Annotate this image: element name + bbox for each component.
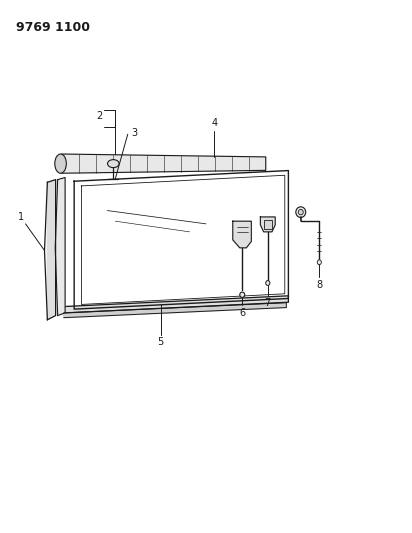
Text: 7: 7 [265,298,271,309]
Polygon shape [66,296,288,313]
Text: 4: 4 [212,118,218,128]
Text: 9769 1100: 9769 1100 [16,21,91,34]
Text: 6: 6 [239,308,245,318]
Text: 2: 2 [96,111,102,121]
Polygon shape [233,221,251,248]
Ellipse shape [317,260,321,265]
Ellipse shape [296,207,306,217]
Ellipse shape [298,209,303,215]
Ellipse shape [108,160,119,168]
Bar [264,220,272,229]
Text: 1: 1 [18,212,24,222]
Polygon shape [260,217,275,232]
Polygon shape [58,177,65,316]
Polygon shape [47,180,56,320]
Ellipse shape [266,280,270,286]
Ellipse shape [55,154,66,173]
Polygon shape [64,303,286,318]
Polygon shape [62,154,266,173]
Text: 5: 5 [157,337,164,347]
Ellipse shape [240,292,245,297]
Text: 8: 8 [316,280,322,290]
Text: 3: 3 [131,128,137,138]
